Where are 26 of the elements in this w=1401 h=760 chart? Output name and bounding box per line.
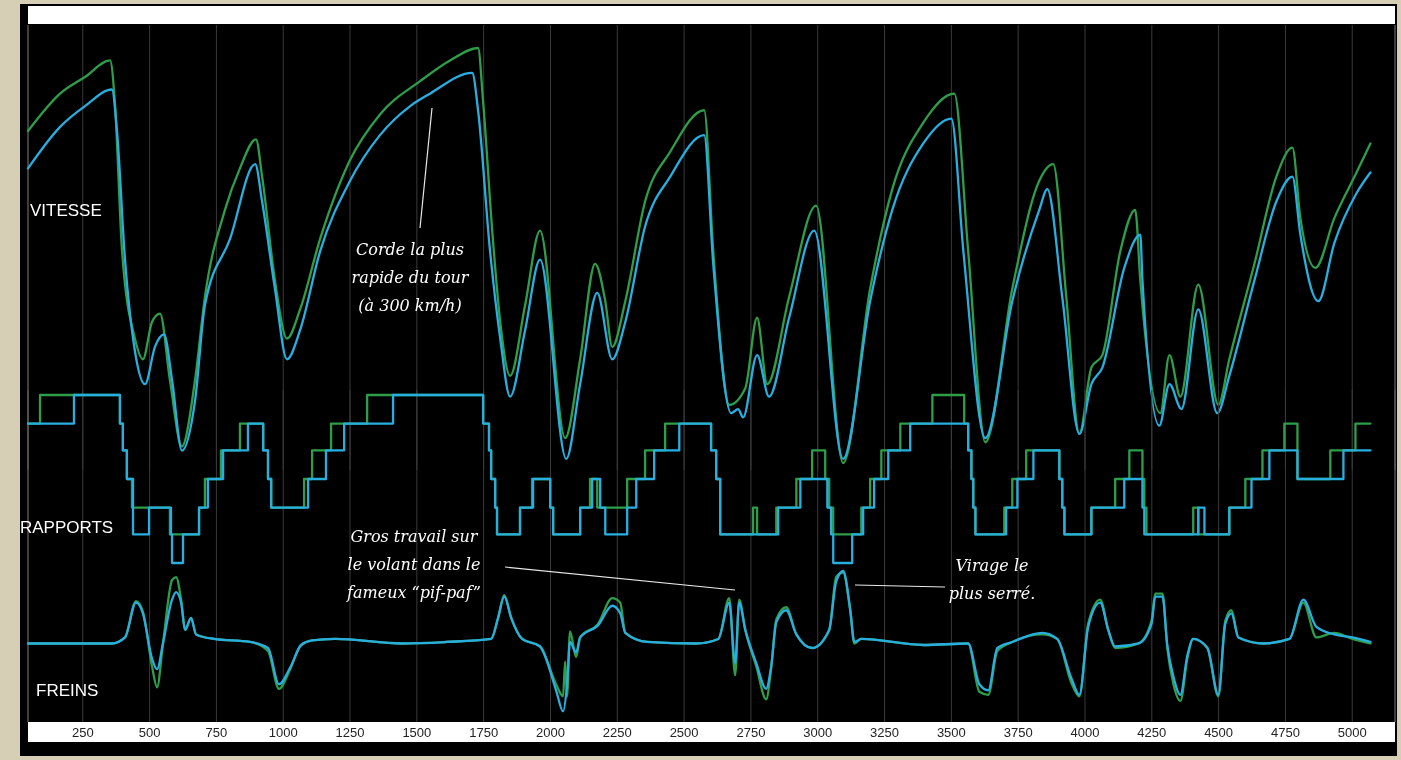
- x-tick-label: 4750: [1270, 725, 1300, 740]
- x-tick-label: 500: [138, 725, 161, 740]
- x-tick-label: 2250: [602, 725, 632, 740]
- x-tick-label: 1750: [469, 725, 499, 740]
- x-tick-label: 1250: [335, 725, 365, 740]
- y-axis-title: VITESSE: [30, 201, 102, 220]
- y-axis-title: RAPPORTS: [20, 518, 114, 537]
- x-tick-label: 250: [71, 725, 94, 740]
- x-tick-label: 750: [205, 725, 228, 740]
- annotation: Virage le plus serré.: [948, 556, 1036, 603]
- x-tick-label: 4000: [1070, 725, 1100, 740]
- x-tick-label: 1000: [268, 725, 298, 740]
- x-tick-label: 2500: [669, 725, 699, 740]
- x-tick-label: 3250: [870, 725, 900, 740]
- x-tick-label: 5000: [1337, 725, 1367, 740]
- x-tick-label: 1500: [402, 725, 432, 740]
- x-tick-label: 3750: [1003, 725, 1033, 740]
- annotation: Gros travail sur le volant dans le fameux “pif-paf”: [346, 527, 481, 602]
- x-tick-label: 2000: [536, 725, 565, 740]
- x-tick-label: 4500: [1204, 725, 1234, 740]
- annotation: Corde la plus rapide du tour (à 300 km/h): [351, 240, 470, 315]
- x-tick-label: 3000: [803, 725, 833, 740]
- x-tick-label: 3500: [936, 725, 966, 740]
- x-tick-label: 2750: [736, 725, 766, 740]
- x-tick-label: 4250: [1137, 725, 1167, 740]
- y-axis-title: FREINS: [36, 681, 99, 700]
